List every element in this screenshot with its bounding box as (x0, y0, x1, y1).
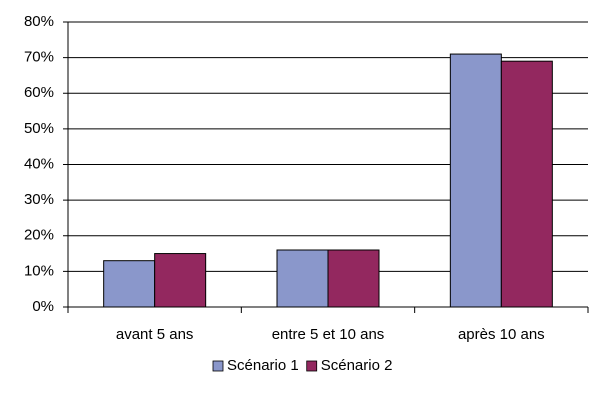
bar (103, 260, 156, 308)
bar (276, 249, 329, 308)
x-tick-label: entre 5 et 10 ans (272, 326, 385, 343)
y-tick-label: 20% (24, 227, 54, 244)
x-tick-label: après 10 ans (458, 326, 545, 343)
legend-swatch (212, 360, 224, 372)
y-tick-label: 10% (24, 262, 54, 279)
legend-label: Scénario 1 (227, 357, 299, 374)
y-tick-label: 80% (24, 13, 54, 30)
legend-swatch (306, 360, 318, 372)
x-tick-label: avant 5 ans (116, 326, 194, 343)
y-tick-label: 50% (24, 120, 54, 137)
y-tick-label: 60% (24, 84, 54, 101)
bar (327, 249, 380, 308)
bar (154, 253, 207, 308)
y-tick-label: 70% (24, 49, 54, 66)
y-tick-label: 40% (24, 155, 54, 172)
bar (500, 60, 553, 308)
bar (449, 53, 502, 308)
y-tick-label: 0% (32, 298, 54, 315)
legend-label: Scénario 2 (321, 357, 393, 374)
y-tick-label: 30% (24, 191, 54, 208)
